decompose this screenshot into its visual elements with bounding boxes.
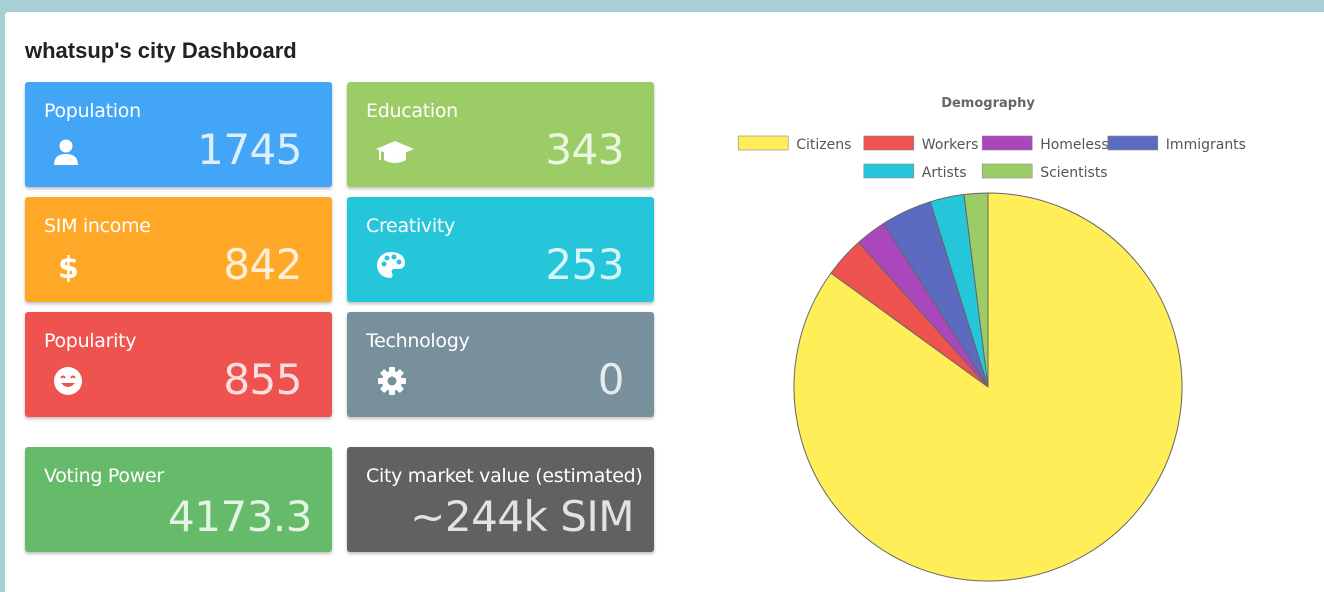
city-market-value-label: City market value (estimated) <box>366 465 643 487</box>
population-value: 1745 <box>197 125 302 174</box>
user-icon <box>54 139 78 165</box>
legend-swatch-immigrants[interactable] <box>1107 135 1159 151</box>
legend-label-workers[interactable]: Workers <box>922 137 979 153</box>
technology-value: 0 <box>597 355 625 404</box>
legend-label-homeless[interactable]: Homeless <box>1040 137 1108 153</box>
popularity-card: Popularity 855 <box>25 312 332 417</box>
legend-swatch-scientists[interactable] <box>981 163 1033 179</box>
legend-label-scientists[interactable]: Scientists <box>1040 165 1107 181</box>
population-label: Population <box>44 100 141 122</box>
creativity-card: Creativity 253 <box>347 197 654 302</box>
sim-income-value: 842 <box>223 240 302 289</box>
dollar-icon: $ <box>58 252 79 282</box>
technology-card: Technology 0 <box>347 312 654 417</box>
sim-income-label: SIM income <box>44 215 151 237</box>
legend-swatch-citizens[interactable] <box>737 135 789 151</box>
city-market-value-card: City market value (estimated) ~244k SIM <box>347 447 654 552</box>
voting-power-value: 4173.3 <box>168 492 312 541</box>
legend-swatch-workers[interactable] <box>863 135 915 151</box>
pie-slice-citizens[interactable] <box>793 192 1183 582</box>
chart-title: Demography <box>941 96 1035 111</box>
legend-label-citizens[interactable]: Citizens <box>796 137 851 153</box>
education-label: Education <box>366 100 458 122</box>
legend-swatch-homeless[interactable] <box>981 135 1033 151</box>
voting-power-card: Voting Power 4173.3 <box>25 447 332 552</box>
palette-icon <box>377 252 405 278</box>
creativity-label: Creativity <box>366 215 455 237</box>
pie-slices <box>793 192 1183 582</box>
demography-pie-chart: Demography Citizens Workers Homeless Immigr… <box>737 96 1246 582</box>
legend-swatch-artists[interactable] <box>863 163 915 179</box>
sim-income-card: SIM income $ 842 <box>25 197 332 302</box>
graduation-cap-icon <box>376 141 414 163</box>
popularity-label: Popularity <box>44 330 137 352</box>
svg-text:$: $ <box>58 252 79 282</box>
education-card: Education 343 <box>347 82 654 187</box>
chart-legend: Citizens Workers Homeless Immigrants Artists… <box>737 135 1246 181</box>
page-title: whatsup's city Dashboard <box>25 38 297 63</box>
popularity-value: 855 <box>223 355 302 404</box>
city-market-value-value: ~244k SIM <box>410 492 634 541</box>
legend-label-artists[interactable]: Artists <box>922 165 967 181</box>
creativity-value: 253 <box>545 240 624 289</box>
technology-label: Technology <box>366 330 470 352</box>
population-card: Population 1745 <box>25 82 332 187</box>
gear-icon <box>378 367 406 395</box>
education-value: 343 <box>545 125 624 174</box>
legend-label-immigrants[interactable]: Immigrants <box>1166 137 1246 153</box>
voting-power-label: Voting Power <box>44 465 164 487</box>
smile-icon <box>54 367 82 395</box>
